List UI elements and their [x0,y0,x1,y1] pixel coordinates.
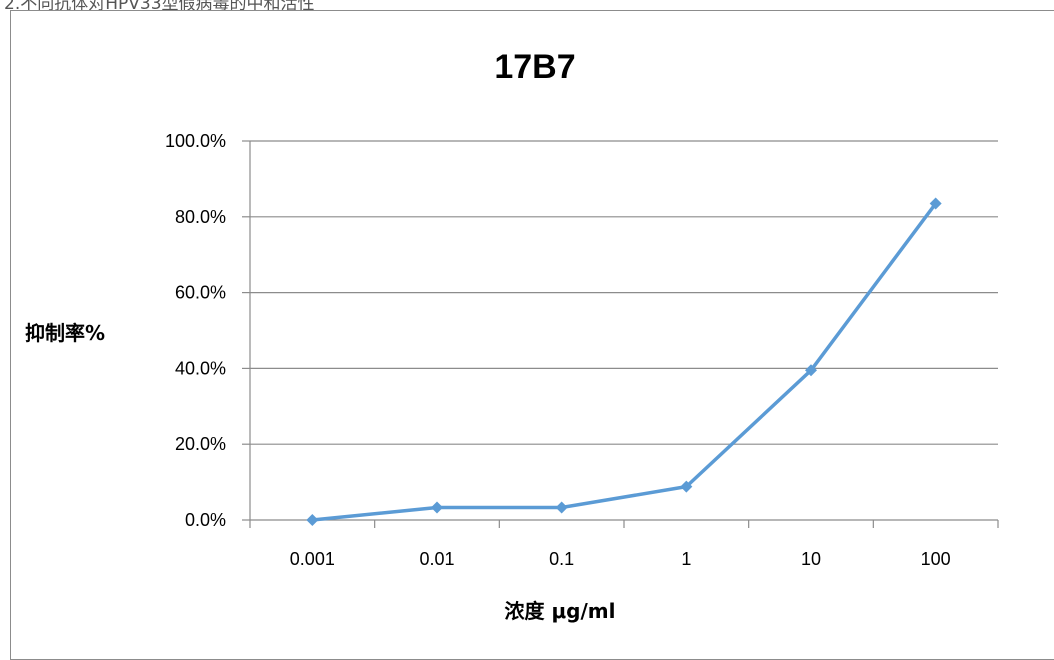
y-tick-label: 100.0% [165,131,226,151]
data-point [805,364,817,377]
axes [242,140,999,528]
x-tick-label: 0.01 [419,549,454,569]
data-point [306,514,319,526]
x-tick-label: 0.001 [290,549,335,569]
y-tick-label: 40.0% [175,358,226,378]
data-point [680,480,693,493]
x-tick-label: 10 [801,549,821,569]
y-axis-title: 抑制率% [25,321,105,345]
data-point [929,197,942,210]
x-tick-labels: 0.001 0.01 0.1 1 10 100 [290,549,951,569]
gridlines [250,140,998,445]
series-line [312,202,938,522]
data-point [555,501,568,514]
x-tick-label: 100 [921,549,951,569]
y-tick-label: 20.0% [175,434,226,454]
y-tick-label: 80.0% [175,207,226,227]
y-tick-label: 60.0% [175,283,226,303]
chart-title: 17B7 [494,48,575,86]
y-tick-labels: 0.0% 20.0% 40.0% 60.0% 80.0% 100.0% [165,131,226,530]
x-tick-label: 1 [681,549,691,569]
data-point [431,501,443,514]
y-tick-label: 0.0% [185,510,226,530]
x-tick-label: 0.1 [549,549,574,569]
x-axis-title: 浓度 μg/ml [505,599,616,623]
series-group [306,197,942,526]
